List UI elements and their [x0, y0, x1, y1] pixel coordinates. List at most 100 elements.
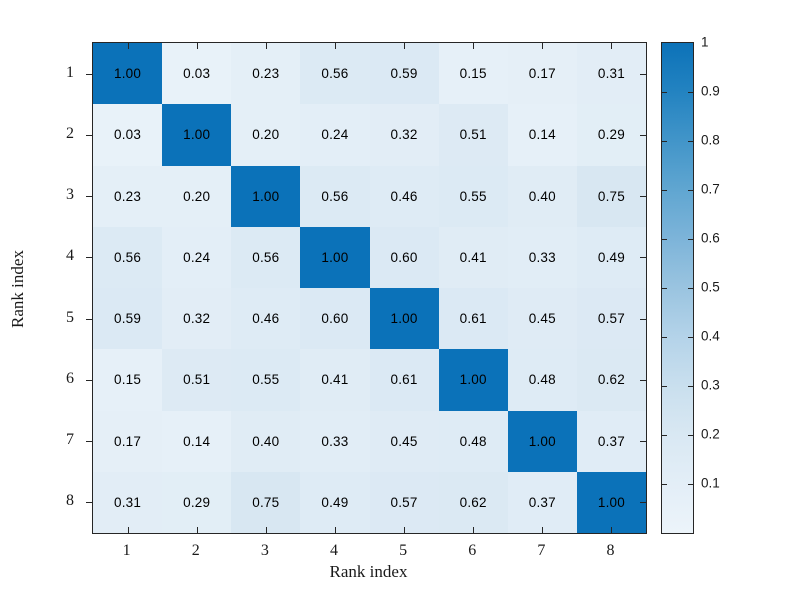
heatmap-cell-r6c7: 0.48 — [507, 349, 577, 411]
heatmap-cell-r6c1: 0.15 — [93, 349, 163, 411]
tick-mark — [127, 43, 129, 49]
heatmap-cell-r5c7: 0.45 — [507, 288, 577, 350]
heatmap-cell-r7c5: 0.45 — [369, 410, 439, 472]
tick-mark — [473, 527, 475, 533]
tick-mark — [86, 502, 92, 504]
colorbar-tick-mark — [662, 337, 667, 338]
heatmap-cell-r7c1: 0.17 — [93, 410, 163, 472]
heatmap-cell-r4c6: 0.41 — [438, 226, 508, 288]
x-tick-label: 2 — [191, 542, 200, 559]
x-axis-tick-labels: 1 2 3 4 5 6 7 8 — [92, 542, 645, 562]
colorbar-tick-mark — [662, 141, 667, 142]
tick-mark — [86, 196, 92, 198]
colorbar-tick-mark — [662, 288, 667, 289]
x-tick-label: 6 — [468, 542, 477, 559]
colorbar-tick-mark — [688, 337, 693, 338]
heatmap-cell-r1c2: 0.03 — [162, 43, 232, 105]
heatmap-cell-r2c8: 0.29 — [576, 104, 646, 166]
heatmap-cell-r1c1: 1.00 — [93, 43, 163, 105]
tick-mark — [542, 527, 544, 533]
colorbar-tick-label: 0.8 — [701, 132, 720, 148]
tick-mark — [86, 257, 92, 259]
heatmap-cell-r6c3: 0.55 — [231, 349, 301, 411]
colorbar-tick-label: 0.5 — [701, 279, 720, 295]
colorbar-tick-mark — [662, 386, 667, 387]
tick-mark — [640, 318, 646, 320]
y-tick-label: 1 — [66, 63, 74, 81]
tick-mark — [334, 527, 336, 533]
colorbar-tick-mark — [662, 484, 667, 485]
colorbar-tick-mark — [688, 239, 693, 240]
tick-mark — [640, 134, 646, 136]
colorbar-tick-mark — [688, 435, 693, 436]
y-axis-tick-labels: 1 2 3 4 5 6 7 8 — [0, 42, 84, 532]
heatmap-plot: 1.00 0.03 0.23 0.56 0.59 0.15 0.17 0.31 0.03 1.00… — [86, 42, 647, 534]
tick-mark — [640, 257, 646, 259]
heatmap-cell-r2c6: 0.51 — [438, 104, 508, 166]
colorbar-tick-mark — [688, 484, 693, 485]
heatmap-cell-r1c7: 0.17 — [507, 43, 577, 105]
tick-mark — [127, 527, 129, 533]
heatmap-cell-r7c2: 0.14 — [162, 410, 232, 472]
heatmap-cell-r8c8: 1.00 — [576, 471, 646, 533]
colorbar-tick-label: 0.6 — [701, 230, 720, 246]
colorbar-tick-mark — [688, 386, 693, 387]
tick-mark — [640, 379, 646, 381]
x-axis-label: Rank index — [329, 562, 408, 581]
tick-mark — [86, 379, 92, 381]
y-tick-label: 7 — [66, 431, 74, 449]
x-tick-label: 4 — [329, 542, 338, 559]
tick-mark — [542, 43, 544, 49]
heatmap-cell-r3c3: 1.00 — [231, 165, 301, 227]
heatmap-cell-r4c3: 0.56 — [231, 226, 301, 288]
y-tick-label: 4 — [66, 247, 74, 265]
y-tick-label: 5 — [66, 308, 74, 326]
heatmap-cell-r8c5: 0.57 — [369, 471, 439, 533]
heatmap-cell-r7c8: 0.37 — [576, 410, 646, 472]
colorbar-tick-mark — [688, 288, 693, 289]
heatmap-cell-r5c1: 0.59 — [93, 288, 163, 350]
tick-mark — [86, 134, 92, 136]
colorbar-tick-label: 0.3 — [701, 377, 720, 393]
tick-mark — [86, 73, 92, 75]
tick-mark — [640, 73, 646, 75]
x-tick-label: 8 — [606, 542, 615, 559]
heatmap-cell-r3c1: 0.23 — [93, 165, 163, 227]
x-tick-label: 3 — [260, 542, 269, 559]
heatmap-cell-r5c5: 1.00 — [369, 288, 439, 350]
heatmap-cell-r8c2: 0.29 — [162, 471, 232, 533]
heatmap-cell-r4c5: 0.60 — [369, 226, 439, 288]
colorbar-tick-mark — [662, 92, 667, 93]
heatmap-cell-r7c3: 0.40 — [231, 410, 301, 472]
heatmap-cell-r8c7: 0.37 — [507, 471, 577, 533]
heatmap-cell-r8c6: 0.62 — [438, 471, 508, 533]
tick-mark — [265, 527, 267, 533]
heatmap-cell-r4c8: 0.49 — [576, 226, 646, 288]
heatmap-cell-r1c8: 0.31 — [576, 43, 646, 105]
heatmap-cell-r3c5: 0.46 — [369, 165, 439, 227]
colorbar-tick-mark — [662, 239, 667, 240]
heatmap-cell-r2c5: 0.32 — [369, 104, 439, 166]
tick-mark — [334, 43, 336, 49]
heatmap-cell-r4c1: 0.56 — [93, 226, 163, 288]
colorbar-tick-labels: 1 0.9 0.8 0.7 0.6 0.5 0.4 0.3 0.2 0.1 — [701, 35, 761, 532]
heatmap-cell-r7c7: 1.00 — [507, 410, 577, 472]
tick-mark — [86, 318, 92, 320]
x-tick-label: 7 — [537, 542, 546, 559]
tick-mark — [265, 43, 267, 49]
heatmap-cell-r4c7: 0.33 — [507, 226, 577, 288]
colorbar — [661, 42, 694, 534]
heatmap-cell-r4c2: 0.24 — [162, 226, 232, 288]
heatmap-cell-r2c2: 1.00 — [162, 104, 232, 166]
tick-mark — [640, 502, 646, 504]
colorbar-tick-mark — [662, 190, 667, 191]
y-tick-label: 6 — [66, 369, 74, 387]
y-axis-label: Rank index — [8, 250, 27, 328]
colorbar-tick-mark — [688, 92, 693, 93]
colorbar-tick-label: 0.7 — [701, 181, 720, 197]
heatmap-cell-r4c4: 1.00 — [300, 226, 370, 288]
heatmap-cell-r6c2: 0.51 — [162, 349, 232, 411]
heatmap-cells: 1.00 0.03 0.23 0.56 0.59 0.15 0.17 0.31 0.03 1.00… — [93, 43, 646, 533]
tick-mark — [196, 527, 198, 533]
